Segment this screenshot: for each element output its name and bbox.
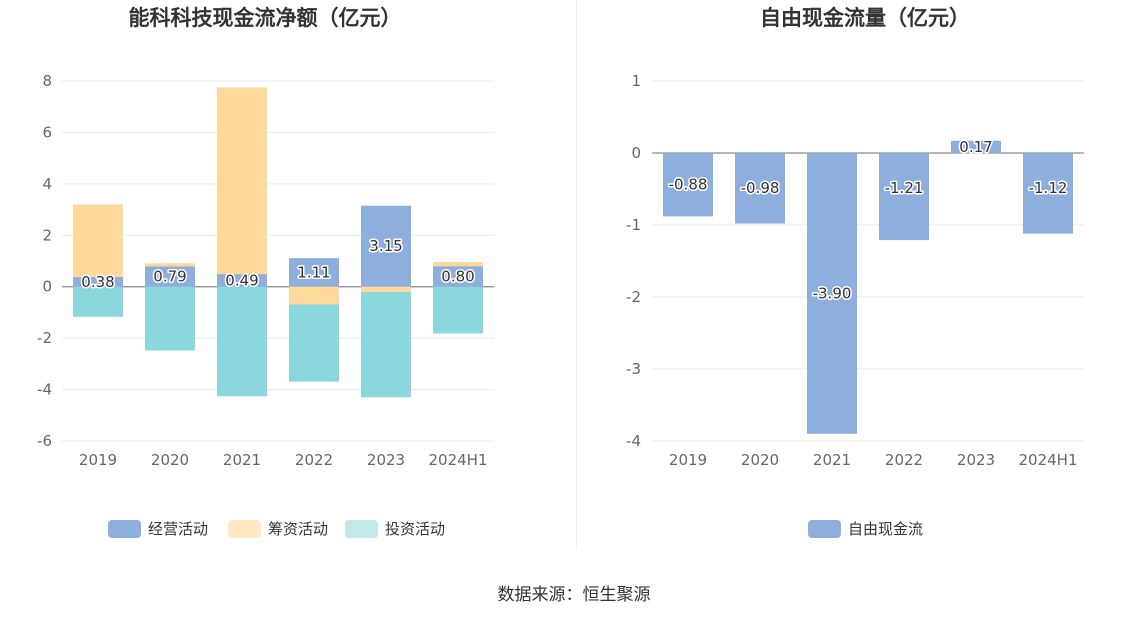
y-tick-label: 8	[42, 72, 52, 90]
data-label: 0.49	[225, 271, 258, 289]
bar-free-cash-flow[interactable]	[735, 153, 785, 224]
y-tick-label: 2	[42, 226, 52, 244]
bar-free-cash-flow[interactable]	[879, 153, 929, 241]
bar-investing[interactable]	[73, 286, 123, 317]
y-tick-label: -2	[626, 288, 641, 306]
x-tick-label: 2022	[295, 451, 333, 469]
data-label: 0.79	[153, 268, 186, 286]
bar-operating[interactable]	[73, 276, 123, 287]
bar-financing[interactable]	[433, 262, 483, 267]
data-label: 0.80	[441, 267, 474, 285]
x-tick-label: 2023	[367, 451, 405, 469]
bar-operating[interactable]	[361, 205, 411, 287]
legend-label-investing: 投资活动	[385, 520, 445, 538]
free-cash-flow-chart: 自由现金流量（亿元） -4 -3 -2 -1 0 1 -0.88 -0.98 -3.90 -1.…	[626, 6, 1084, 538]
bar-investing[interactable]	[289, 304, 339, 382]
bar-operating[interactable]	[433, 266, 483, 287]
legend-label-operating: 经营活动	[148, 520, 208, 538]
bar-financing[interactable]	[145, 263, 195, 267]
data-label: -0.98	[741, 179, 780, 197]
y-tick-label: 0	[631, 144, 641, 162]
x-tick-label: 2019	[79, 451, 117, 469]
chart-canvas: 能科科技现金流净额（亿元） -6 -4 -2 0 2 4 6 8 0.38 0.79 0.49 1.…	[37, 6, 1084, 538]
x-tick-label: 2024H1	[429, 451, 488, 469]
y-tick-label: -4	[37, 381, 52, 399]
data-label: -1.12	[1029, 179, 1068, 197]
bar-operating[interactable]	[217, 274, 267, 287]
y-tick-label: 0	[42, 278, 52, 296]
bar-investing[interactable]	[361, 291, 411, 398]
data-label: -3.90	[813, 284, 852, 302]
chart-title: 自由现金流量（亿元）	[760, 6, 970, 30]
y-tick-label: -6	[37, 432, 52, 450]
bar-financing[interactable]	[217, 87, 267, 275]
legend-label-financing: 筹资活动	[268, 520, 328, 538]
legend-label-free-cash-flow: 自由现金流	[848, 520, 923, 538]
chart-title: 能科科技现金流净额（亿元）	[129, 6, 402, 30]
x-tick-label: 2021	[813, 451, 851, 469]
bar-financing[interactable]	[289, 286, 339, 305]
bar-operating[interactable]	[145, 266, 195, 287]
y-tick-label: -3	[626, 360, 641, 378]
bar-financing[interactable]	[73, 204, 123, 277]
x-tick-label: 2022	[885, 451, 923, 469]
bar-investing[interactable]	[145, 286, 195, 351]
legend: 自由现金流	[808, 520, 923, 538]
legend: 经营活动 筹资活动 投资活动	[108, 520, 445, 538]
y-tick-label: -2	[37, 329, 52, 347]
x-tick-label: 2020	[151, 451, 189, 469]
bar-investing[interactable]	[217, 286, 267, 397]
data-label: 0.17	[959, 138, 992, 156]
data-label: -1.21	[885, 179, 924, 197]
x-tick-label: 2021	[223, 451, 261, 469]
data-label: -0.88	[669, 176, 708, 194]
legend-swatch-operating[interactable]	[108, 520, 141, 538]
bar-operating[interactable]	[289, 258, 339, 287]
cash-flow-net-chart: 能科科技现金流净额（亿元） -6 -4 -2 0 2 4 6 8 0.38 0.79 0.49 1.…	[37, 6, 494, 538]
bar-financing[interactable]	[361, 286, 411, 292]
data-source: 数据来源：恒生聚源	[497, 585, 651, 605]
y-tick-label: 6	[42, 123, 52, 141]
x-tick-label: 2019	[669, 451, 707, 469]
bar-investing[interactable]	[433, 286, 483, 334]
legend-swatch-investing[interactable]	[345, 520, 378, 538]
y-tick-label: -4	[626, 432, 641, 450]
x-tick-label: 2023	[957, 451, 995, 469]
bar-free-cash-flow[interactable]	[807, 153, 857, 434]
data-label: 1.11	[297, 263, 330, 281]
data-label: 0.38	[81, 273, 114, 291]
bar-free-cash-flow[interactable]	[663, 153, 713, 217]
legend-swatch-financing[interactable]	[228, 520, 261, 538]
bar-free-cash-flow[interactable]	[951, 140, 1001, 153]
legend-swatch-free-cash-flow[interactable]	[808, 520, 841, 538]
y-tick-label: -1	[626, 216, 641, 234]
x-tick-label: 2024H1	[1019, 451, 1078, 469]
bar-free-cash-flow[interactable]	[1023, 153, 1073, 234]
y-tick-label: 4	[42, 175, 52, 193]
y-tick-label: 1	[631, 72, 641, 90]
data-label: 3.15	[369, 237, 402, 255]
x-tick-label: 2020	[741, 451, 779, 469]
chart-divider	[576, 0, 577, 550]
